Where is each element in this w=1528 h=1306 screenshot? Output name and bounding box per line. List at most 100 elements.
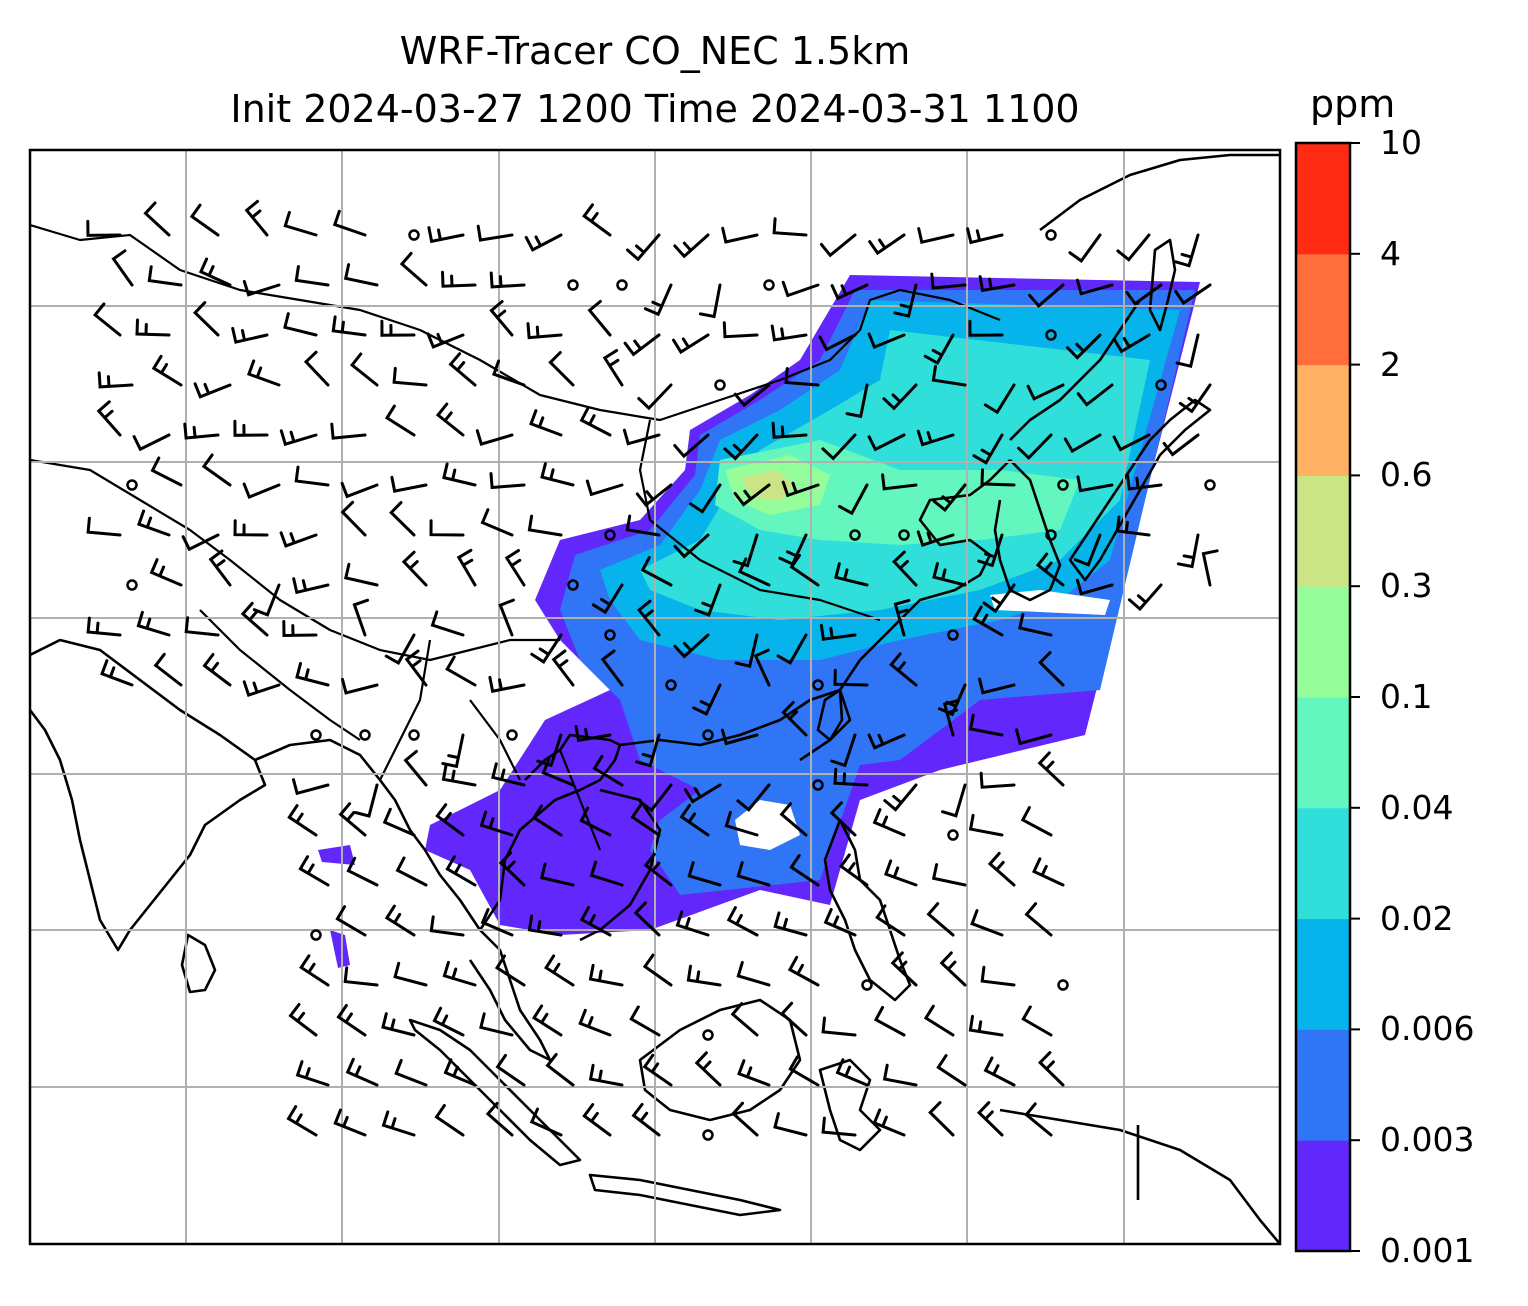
wind-barb — [732, 533, 759, 568]
wind-barb — [331, 315, 367, 337]
wind-barb — [673, 233, 710, 259]
wind-barb — [679, 803, 710, 837]
wind-barb — [633, 901, 661, 937]
wind-barb — [242, 680, 281, 697]
wind-barb — [1020, 806, 1053, 837]
wind-barb — [303, 350, 330, 387]
wind-barb — [868, 233, 906, 256]
wind-barb — [392, 366, 428, 387]
calm-wind-marker — [567, 579, 579, 591]
wind-barb — [625, 514, 661, 537]
colorbar-tick-label: 0.003 — [1380, 1120, 1475, 1160]
calm-wind-marker — [702, 1129, 714, 1141]
wind-barb — [931, 863, 967, 887]
wind-barb — [873, 1005, 906, 1037]
wind-barb — [592, 754, 624, 787]
wind-barb — [733, 383, 771, 408]
wind-barb — [731, 1101, 759, 1137]
wind-barb — [875, 904, 906, 937]
wind-barb — [579, 905, 612, 937]
wind-barb — [736, 961, 771, 987]
wind-barb — [829, 801, 857, 837]
calm-wind-marker — [849, 529, 861, 541]
wind-barb — [968, 319, 1004, 337]
wind-barb — [585, 479, 624, 497]
colorbar-segment — [1296, 1029, 1350, 1141]
wind-barb — [135, 318, 171, 337]
wind-barb — [591, 583, 624, 615]
wind-barb — [872, 1108, 906, 1137]
wind-barb — [724, 810, 759, 837]
wind-barb — [198, 257, 232, 287]
wind-barb — [434, 1104, 465, 1137]
wind-barb — [867, 332, 906, 350]
wind-barb — [893, 283, 918, 318]
wind-barb — [917, 227, 955, 244]
wind-barb — [429, 915, 465, 937]
calm-wind-marker — [604, 629, 616, 641]
wind-barb — [1021, 1005, 1053, 1037]
coastline-taiwan — [816, 688, 844, 742]
wind-barb — [979, 771, 1016, 789]
wind-barb — [441, 270, 477, 288]
wind-barb — [881, 473, 918, 491]
wind-barb — [976, 1101, 1004, 1137]
coastline-india — [30, 638, 267, 952]
coastline-new-guinea — [999, 1108, 1280, 1244]
wind-barb — [394, 1058, 428, 1087]
wind-barb — [1175, 333, 1200, 369]
wind-barb — [403, 749, 428, 787]
wind-barb — [298, 855, 330, 887]
colorbar-unit: ppm — [1310, 82, 1396, 126]
wind-barb — [931, 364, 967, 387]
calm-wind-marker — [1045, 529, 1057, 541]
coastline-china-south — [619, 688, 852, 762]
wind-barb — [602, 349, 624, 387]
wind-barb — [132, 433, 171, 452]
wind-barb — [983, 383, 1016, 415]
wind-barb — [294, 265, 330, 287]
calm-wind-marker — [310, 929, 322, 941]
wind-barb — [626, 233, 661, 262]
wind-barb — [942, 699, 960, 737]
wind-barb — [242, 279, 281, 297]
calm-wind-marker — [861, 979, 873, 991]
colorbar-tick-label: 4 — [1380, 233, 1401, 273]
wind-barb — [672, 333, 710, 355]
wind-barb — [1068, 233, 1102, 263]
wind-barb — [587, 299, 612, 337]
wind-barb — [722, 321, 759, 339]
wind-barb — [192, 301, 220, 337]
colorbar-segment — [1296, 143, 1350, 255]
wind-barb — [475, 429, 514, 446]
wind-barb — [987, 851, 1016, 887]
wind-barb — [246, 359, 281, 387]
wind-barb — [292, 778, 330, 796]
wind-barb — [818, 333, 857, 352]
wind-barb — [636, 599, 661, 637]
wind-barb — [737, 557, 771, 587]
wind-barb — [136, 610, 171, 637]
wind-barb — [143, 201, 171, 237]
wind-barb — [279, 429, 318, 447]
calm-wind-marker — [506, 729, 518, 741]
wind-barb — [629, 1005, 661, 1037]
wind-barb — [435, 402, 465, 437]
wind-barb — [1076, 383, 1114, 407]
wind-barb — [288, 1003, 318, 1037]
wind-barb — [833, 668, 869, 687]
wind-barb — [883, 859, 918, 887]
wind-barb — [733, 483, 771, 507]
wind-barb — [233, 519, 269, 537]
wind-barb — [1032, 857, 1065, 887]
wind-barb — [430, 610, 465, 637]
wind-barb — [737, 1059, 771, 1087]
wind-barb — [100, 659, 134, 687]
wind-barb — [889, 652, 918, 687]
wind-barb — [529, 1107, 563, 1137]
wind-barb — [498, 598, 515, 637]
wind-barb — [589, 860, 624, 887]
calm-wind-marker — [1057, 479, 1069, 491]
wind-barb — [781, 480, 820, 498]
wind-barb — [630, 804, 661, 837]
